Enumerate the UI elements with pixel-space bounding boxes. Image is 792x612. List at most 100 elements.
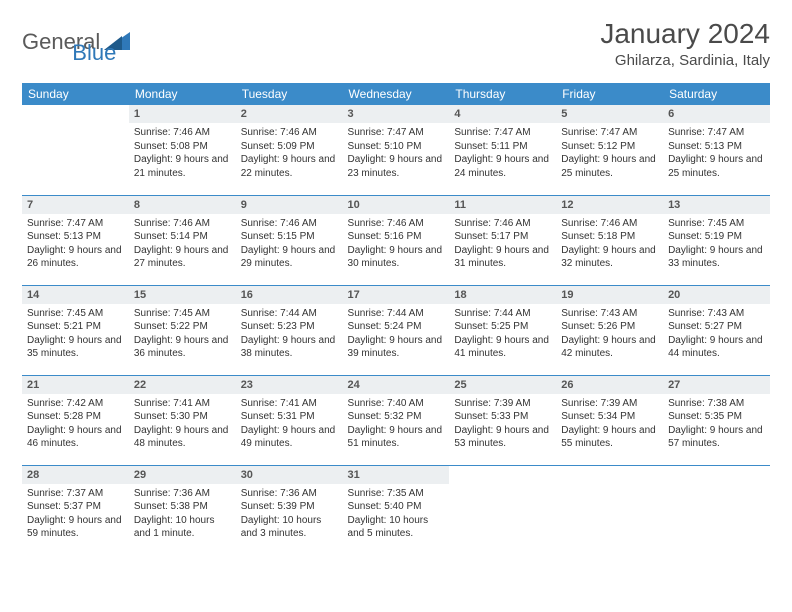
daylight-text: Daylight: 9 hours and 42 minutes. — [561, 334, 658, 361]
day-number: 22 — [129, 376, 236, 394]
daylight-text: Daylight: 9 hours and 44 minutes. — [668, 334, 765, 361]
sunrise-text: Sunrise: 7:43 AM — [561, 307, 658, 321]
daylight-text: Daylight: 9 hours and 57 minutes. — [668, 424, 765, 451]
sunset-text: Sunset: 5:16 PM — [348, 230, 445, 244]
dayhead-mon: Monday — [129, 83, 236, 105]
daylight-text: Daylight: 10 hours and 1 minute. — [134, 514, 231, 541]
day-cell — [663, 465, 770, 555]
day-cell: 3Sunrise: 7:47 AMSunset: 5:10 PMDaylight… — [343, 105, 450, 195]
day-number: 20 — [663, 286, 770, 304]
daylight-text: Daylight: 9 hours and 25 minutes. — [561, 153, 658, 180]
daylight-text: Daylight: 9 hours and 29 minutes. — [241, 244, 338, 271]
sunset-text: Sunset: 5:13 PM — [27, 230, 124, 244]
sunrise-text: Sunrise: 7:42 AM — [27, 397, 124, 411]
day-cell: 30Sunrise: 7:36 AMSunset: 5:39 PMDayligh… — [236, 465, 343, 555]
daylight-text: Daylight: 9 hours and 51 minutes. — [348, 424, 445, 451]
sunset-text: Sunset: 5:14 PM — [134, 230, 231, 244]
week-row: 1Sunrise: 7:46 AMSunset: 5:08 PMDaylight… — [22, 105, 770, 195]
daylight-text: Daylight: 9 hours and 35 minutes. — [27, 334, 124, 361]
day-body: Sunrise: 7:47 AMSunset: 5:13 PMDaylight:… — [22, 214, 129, 277]
day-cell: 25Sunrise: 7:39 AMSunset: 5:33 PMDayligh… — [449, 375, 556, 465]
day-number: 1 — [129, 105, 236, 123]
day-number: 25 — [449, 376, 556, 394]
sunrise-text: Sunrise: 7:45 AM — [134, 307, 231, 321]
daylight-text: Daylight: 9 hours and 39 minutes. — [348, 334, 445, 361]
day-number: 12 — [556, 196, 663, 214]
sunset-text: Sunset: 5:21 PM — [27, 320, 124, 334]
sunset-text: Sunset: 5:40 PM — [348, 500, 445, 514]
sunset-text: Sunset: 5:35 PM — [668, 410, 765, 424]
sunset-text: Sunset: 5:37 PM — [27, 500, 124, 514]
sunrise-text: Sunrise: 7:46 AM — [454, 217, 551, 231]
sunrise-text: Sunrise: 7:45 AM — [668, 217, 765, 231]
day-body: Sunrise: 7:47 AMSunset: 5:13 PMDaylight:… — [663, 123, 770, 186]
sunrise-text: Sunrise: 7:44 AM — [241, 307, 338, 321]
day-number: 15 — [129, 286, 236, 304]
daylight-text: Daylight: 9 hours and 25 minutes. — [668, 153, 765, 180]
sunrise-text: Sunrise: 7:46 AM — [134, 217, 231, 231]
dayhead-tue: Tuesday — [236, 83, 343, 105]
day-number: 9 — [236, 196, 343, 214]
sunrise-text: Sunrise: 7:35 AM — [348, 487, 445, 501]
day-body: Sunrise: 7:46 AMSunset: 5:08 PMDaylight:… — [129, 123, 236, 186]
day-body: Sunrise: 7:45 AMSunset: 5:22 PMDaylight:… — [129, 304, 236, 367]
day-body: Sunrise: 7:46 AMSunset: 5:15 PMDaylight:… — [236, 214, 343, 277]
title-block: January 2024 Ghilarza, Sardinia, Italy — [600, 18, 770, 69]
daylight-text: Daylight: 10 hours and 3 minutes. — [241, 514, 338, 541]
day-number: 29 — [129, 466, 236, 484]
logo: General Blue — [22, 18, 116, 66]
day-cell: 7Sunrise: 7:47 AMSunset: 5:13 PMDaylight… — [22, 195, 129, 285]
dayhead-wed: Wednesday — [343, 83, 450, 105]
sunrise-text: Sunrise: 7:46 AM — [241, 126, 338, 140]
day-cell: 16Sunrise: 7:44 AMSunset: 5:23 PMDayligh… — [236, 285, 343, 375]
day-body: Sunrise: 7:44 AMSunset: 5:25 PMDaylight:… — [449, 304, 556, 367]
day-body: Sunrise: 7:45 AMSunset: 5:21 PMDaylight:… — [22, 304, 129, 367]
day-cell: 5Sunrise: 7:47 AMSunset: 5:12 PMDaylight… — [556, 105, 663, 195]
logo-text-blue: Blue — [72, 40, 116, 66]
dayhead-sun: Sunday — [22, 83, 129, 105]
day-cell: 15Sunrise: 7:45 AMSunset: 5:22 PMDayligh… — [129, 285, 236, 375]
day-body: Sunrise: 7:46 AMSunset: 5:18 PMDaylight:… — [556, 214, 663, 277]
sunset-text: Sunset: 5:25 PM — [454, 320, 551, 334]
sunset-text: Sunset: 5:34 PM — [561, 410, 658, 424]
day-body: Sunrise: 7:46 AMSunset: 5:17 PMDaylight:… — [449, 214, 556, 277]
day-cell: 21Sunrise: 7:42 AMSunset: 5:28 PMDayligh… — [22, 375, 129, 465]
day-body: Sunrise: 7:41 AMSunset: 5:30 PMDaylight:… — [129, 394, 236, 457]
daylight-text: Daylight: 9 hours and 49 minutes. — [241, 424, 338, 451]
day-cell: 11Sunrise: 7:46 AMSunset: 5:17 PMDayligh… — [449, 195, 556, 285]
sunrise-text: Sunrise: 7:39 AM — [454, 397, 551, 411]
daylight-text: Daylight: 9 hours and 31 minutes. — [454, 244, 551, 271]
day-body: Sunrise: 7:39 AMSunset: 5:34 PMDaylight:… — [556, 394, 663, 457]
sunset-text: Sunset: 5:19 PM — [668, 230, 765, 244]
daylight-text: Daylight: 9 hours and 21 minutes. — [134, 153, 231, 180]
daylight-text: Daylight: 9 hours and 27 minutes. — [134, 244, 231, 271]
day-number: 19 — [556, 286, 663, 304]
sunrise-text: Sunrise: 7:40 AM — [348, 397, 445, 411]
daylight-text: Daylight: 9 hours and 22 minutes. — [241, 153, 338, 180]
day-number: 17 — [343, 286, 450, 304]
daylight-text: Daylight: 10 hours and 5 minutes. — [348, 514, 445, 541]
sunset-text: Sunset: 5:17 PM — [454, 230, 551, 244]
daylight-text: Daylight: 9 hours and 46 minutes. — [27, 424, 124, 451]
sunset-text: Sunset: 5:09 PM — [241, 140, 338, 154]
day-body: Sunrise: 7:43 AMSunset: 5:27 PMDaylight:… — [663, 304, 770, 367]
day-body: Sunrise: 7:47 AMSunset: 5:10 PMDaylight:… — [343, 123, 450, 186]
daylight-text: Daylight: 9 hours and 32 minutes. — [561, 244, 658, 271]
sunrise-text: Sunrise: 7:45 AM — [27, 307, 124, 321]
sunrise-text: Sunrise: 7:46 AM — [561, 217, 658, 231]
day-cell: 28Sunrise: 7:37 AMSunset: 5:37 PMDayligh… — [22, 465, 129, 555]
daylight-text: Daylight: 9 hours and 41 minutes. — [454, 334, 551, 361]
sunset-text: Sunset: 5:23 PM — [241, 320, 338, 334]
day-body: Sunrise: 7:36 AMSunset: 5:38 PMDaylight:… — [129, 484, 236, 547]
location: Ghilarza, Sardinia, Italy — [600, 52, 770, 69]
sunset-text: Sunset: 5:39 PM — [241, 500, 338, 514]
day-cell: 23Sunrise: 7:41 AMSunset: 5:31 PMDayligh… — [236, 375, 343, 465]
day-cell: 8Sunrise: 7:46 AMSunset: 5:14 PMDaylight… — [129, 195, 236, 285]
day-number: 14 — [22, 286, 129, 304]
sunrise-text: Sunrise: 7:44 AM — [348, 307, 445, 321]
sunset-text: Sunset: 5:15 PM — [241, 230, 338, 244]
week-row: 28Sunrise: 7:37 AMSunset: 5:37 PMDayligh… — [22, 465, 770, 555]
daylight-text: Daylight: 9 hours and 24 minutes. — [454, 153, 551, 180]
dayhead-fri: Friday — [556, 83, 663, 105]
sunset-text: Sunset: 5:26 PM — [561, 320, 658, 334]
